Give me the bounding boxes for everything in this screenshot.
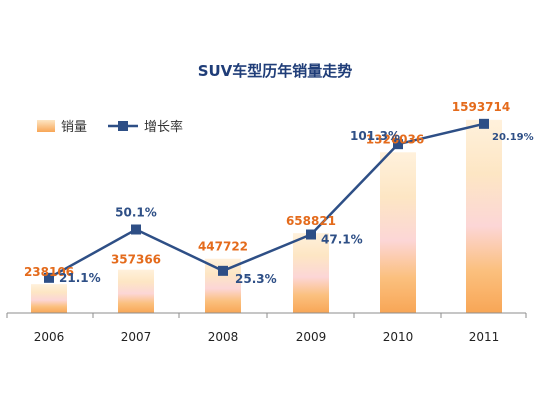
legend: 销量 增长率 xyxy=(37,119,183,135)
legend-marker-growth xyxy=(118,121,128,131)
bar-2011 xyxy=(466,119,502,314)
bar-label-2006: 238106 xyxy=(24,265,74,279)
bar-2009 xyxy=(293,233,329,313)
x-tick-label-2009: 2009 xyxy=(296,330,327,344)
bar-label-2009: 658821 xyxy=(286,214,336,228)
bar-2007 xyxy=(118,269,154,313)
growth-line xyxy=(48,122,485,279)
line-label-2009: 47.1% xyxy=(321,233,363,247)
growth-point-2006 xyxy=(44,272,54,283)
bar-2010 xyxy=(380,152,416,313)
data-labels: 238106 357366 447722 658821 1326036 1593714 21… xyxy=(24,100,534,286)
x-tick-label-2011: 2011 xyxy=(469,330,500,344)
x-axis: 2006 2007 2008 2009 2010 2011 xyxy=(6,312,527,344)
x-tick-label-2007: 2007 xyxy=(121,330,152,344)
line-series xyxy=(44,118,489,283)
legend-label-sales: 销量 xyxy=(61,120,87,135)
line-label-2008: 25.3% xyxy=(235,272,277,286)
x-tick-label-2008: 2008 xyxy=(208,330,239,344)
legend-label-growth: 增长率 xyxy=(144,119,183,135)
line-label-2006: 21.1% xyxy=(59,271,101,285)
line-label-2007: 50.1% xyxy=(115,206,157,220)
bar-label-2011: 1593714 xyxy=(452,100,510,114)
growth-point-2008 xyxy=(218,265,228,276)
bar-series xyxy=(31,119,502,314)
bar-label-2007: 357366 xyxy=(111,253,161,267)
x-tick-label-2010: 2010 xyxy=(383,330,414,344)
legend-swatch-sales xyxy=(37,120,55,132)
chart-title: SUV车型历年销量走势 xyxy=(198,62,353,80)
bar-label-2010: 1326036 xyxy=(366,132,424,146)
growth-point-2009 xyxy=(306,229,316,240)
bar-2006 xyxy=(31,284,67,313)
bar-label-2008: 447722 xyxy=(198,240,248,254)
growth-point-2011 xyxy=(479,118,489,129)
growth-point-2007 xyxy=(131,224,141,235)
line-label-2010: 101.3% xyxy=(350,129,400,143)
x-tick-label-2006: 2006 xyxy=(34,330,65,344)
growth-point-2010 xyxy=(393,139,403,150)
line-label-2011: 20.19% xyxy=(492,132,534,143)
